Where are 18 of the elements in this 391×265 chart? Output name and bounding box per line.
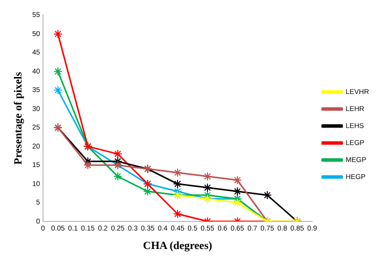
point	[53, 66, 62, 76]
point	[173, 209, 182, 218]
point	[143, 186, 152, 196]
point	[232, 198, 242, 208]
point	[53, 86, 62, 95]
y-axis-title: Presentage of pixels	[12, 71, 24, 165]
point	[202, 172, 212, 181]
point	[232, 186, 242, 196]
point	[173, 179, 182, 188]
point	[83, 160, 92, 170]
point	[232, 176, 242, 185]
point	[173, 168, 182, 178]
point	[262, 190, 272, 200]
point	[202, 183, 212, 192]
point	[113, 172, 122, 181]
point	[53, 29, 62, 38]
x-axis-title: CHA (degrees)	[142, 240, 212, 252]
point	[113, 149, 122, 158]
